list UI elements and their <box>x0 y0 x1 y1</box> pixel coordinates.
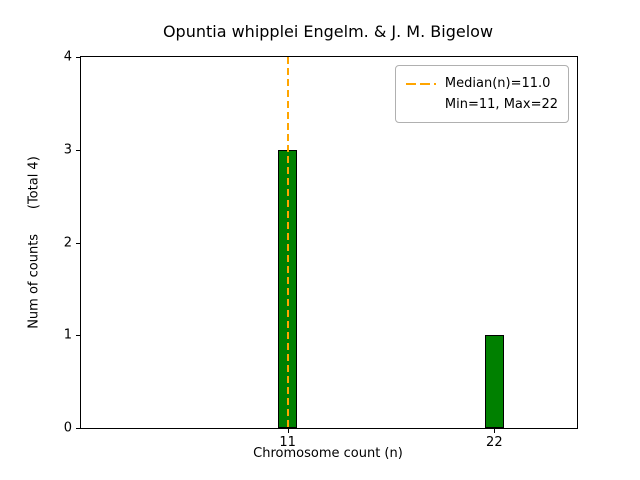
legend-blank-sample <box>406 104 436 106</box>
x-tick-label: 11 <box>279 435 296 450</box>
x-axis-label: Chromosome count (n) <box>253 446 403 461</box>
x-tick-mark <box>494 429 496 433</box>
x-tick-label: 22 <box>486 435 503 450</box>
plot-area: Median(n)=11.0 Min=11, Max=22 0 1 2 3 4 11 22 <box>64 50 578 450</box>
legend-row-median: Median(n)=11.0 <box>405 73 558 94</box>
y-tick-label: 2 <box>63 235 72 250</box>
median-line <box>286 57 289 428</box>
y-tick-label: 1 <box>63 327 72 343</box>
x-tick-mark <box>287 429 289 433</box>
legend-label-minmax: Min=11, Max=22 <box>444 97 558 112</box>
bar <box>484 335 504 428</box>
y-axis-label: Num of counts (Total 4) <box>26 156 42 329</box>
y-tick-mark <box>76 335 80 337</box>
y-tick-label: 3 <box>63 142 72 158</box>
legend: Median(n)=11.0 Min=11, Max=22 <box>394 65 569 123</box>
legend-row-minmax: Min=11, Max=22 <box>406 94 558 115</box>
y-tick-mark <box>76 428 80 429</box>
y-tick-mark <box>76 149 80 151</box>
y-tick-mark <box>76 57 80 58</box>
y-tick-label: 4 <box>63 49 72 65</box>
chart-title: Opuntia whipplei Engelm. & J. M. Bigelow <box>162 22 494 41</box>
median-dashed-line-sample <box>405 82 436 85</box>
legend-label-median: Median(n)=11.0 <box>444 76 551 91</box>
y-tick-mark <box>76 242 80 244</box>
y-tick-label: 0 <box>63 420 72 436</box>
